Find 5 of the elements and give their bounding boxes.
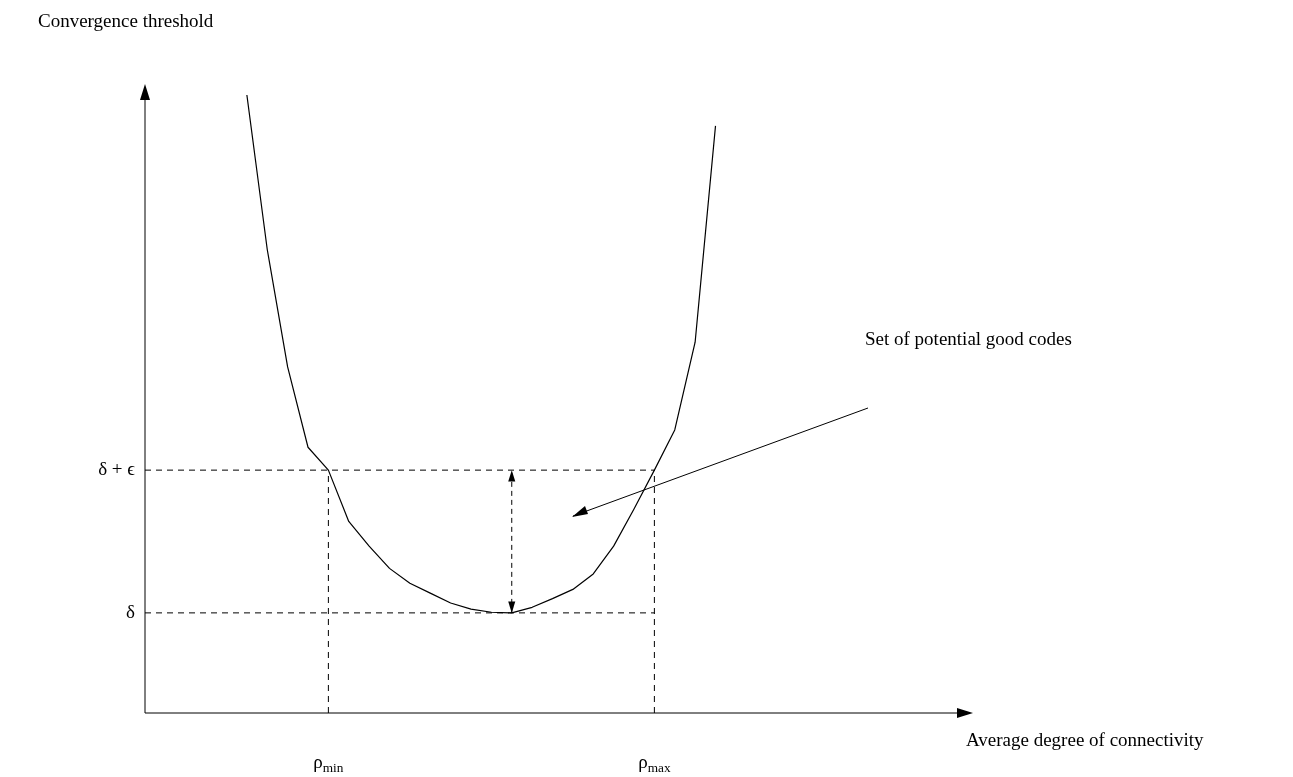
ref-line-label: δ: [126, 600, 136, 622]
annotation: Set of potential good codes: [865, 327, 1072, 349]
y-axis-title: Convergence threshold: [38, 9, 214, 31]
x-axis-title: Average degree of connectivity: [966, 728, 1205, 750]
ref-line-label: δ + ϵ: [98, 458, 136, 480]
